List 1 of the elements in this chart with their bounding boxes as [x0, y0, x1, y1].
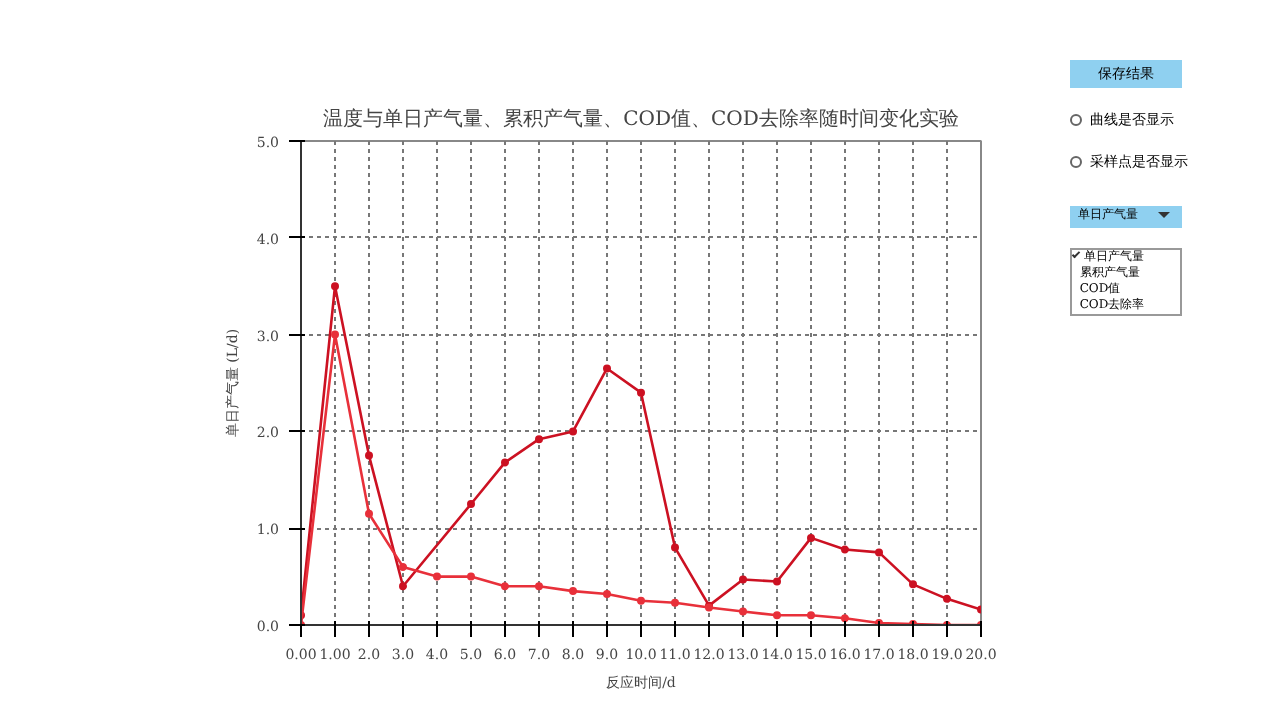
chart-title: 温度与单日产气量、累积产气量、COD值、COD去除率随时间变化实验 — [323, 107, 959, 131]
